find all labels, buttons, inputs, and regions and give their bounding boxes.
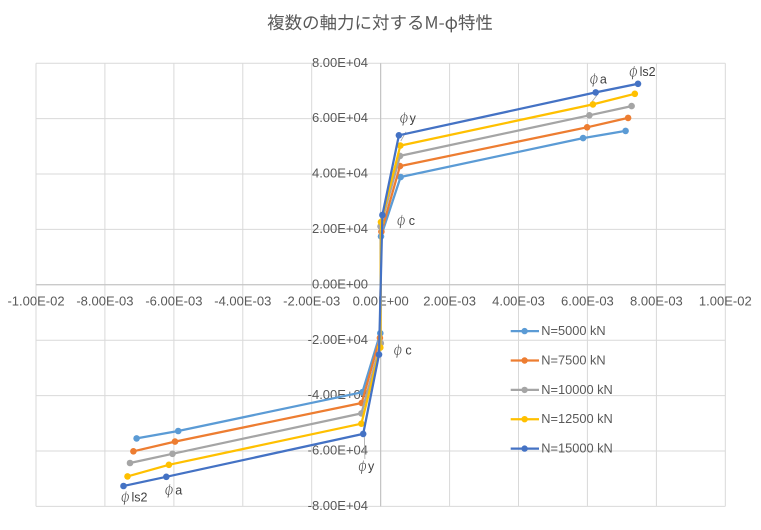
svg-text:8.00E-03: 8.00E-03 [630, 294, 683, 309]
svg-text:-1.00E-02: -1.00E-02 [7, 294, 64, 309]
svg-text:-2.00E-03: -2.00E-03 [283, 294, 340, 309]
svg-text:N=5000 kN: N=5000 kN [541, 323, 605, 338]
svg-text:6.00E+04: 6.00E+04 [312, 110, 368, 125]
svg-text:2.00E+04: 2.00E+04 [312, 221, 368, 236]
svg-text:N=7500 kN: N=7500 kN [541, 353, 605, 368]
svg-text:2.00E-03: 2.00E-03 [423, 294, 476, 309]
svg-text:1.00E-02: 1.00E-02 [699, 294, 752, 309]
svg-text:4.00E-03: 4.00E-03 [492, 294, 545, 309]
svg-text:y: y [410, 111, 417, 125]
svg-text:-4.00E+04: -4.00E+04 [308, 387, 368, 402]
svg-text:N=15000 kN: N=15000 kN [541, 441, 613, 456]
svg-text:-8.00E+04: -8.00E+04 [308, 498, 368, 513]
svg-text:0.00E+00: 0.00E+00 [312, 276, 368, 291]
svg-text:N=12500 kN: N=12500 kN [541, 411, 613, 426]
svg-text:-8.00E-03: -8.00E-03 [76, 294, 133, 309]
svg-text:-2.00E+04: -2.00E+04 [308, 332, 368, 347]
svg-text:c: c [405, 344, 411, 358]
svg-text:4.00E+04: 4.00E+04 [312, 166, 368, 181]
svg-text:ls2: ls2 [640, 65, 656, 79]
svg-text:-4.00E-03: -4.00E-03 [214, 294, 271, 309]
svg-text:-6.00E-03: -6.00E-03 [145, 294, 202, 309]
svg-text:N=10000 kN: N=10000 kN [541, 382, 613, 397]
svg-text:a: a [600, 72, 607, 86]
svg-text:6.00E-03: 6.00E-03 [561, 294, 614, 309]
svg-text:y: y [368, 460, 375, 474]
svg-text:c: c [409, 214, 415, 228]
svg-text:-6.00E+04: -6.00E+04 [308, 443, 368, 458]
svg-text:ls2: ls2 [132, 491, 148, 505]
svg-text:8.00E+04: 8.00E+04 [312, 55, 368, 70]
svg-text:a: a [175, 483, 182, 497]
